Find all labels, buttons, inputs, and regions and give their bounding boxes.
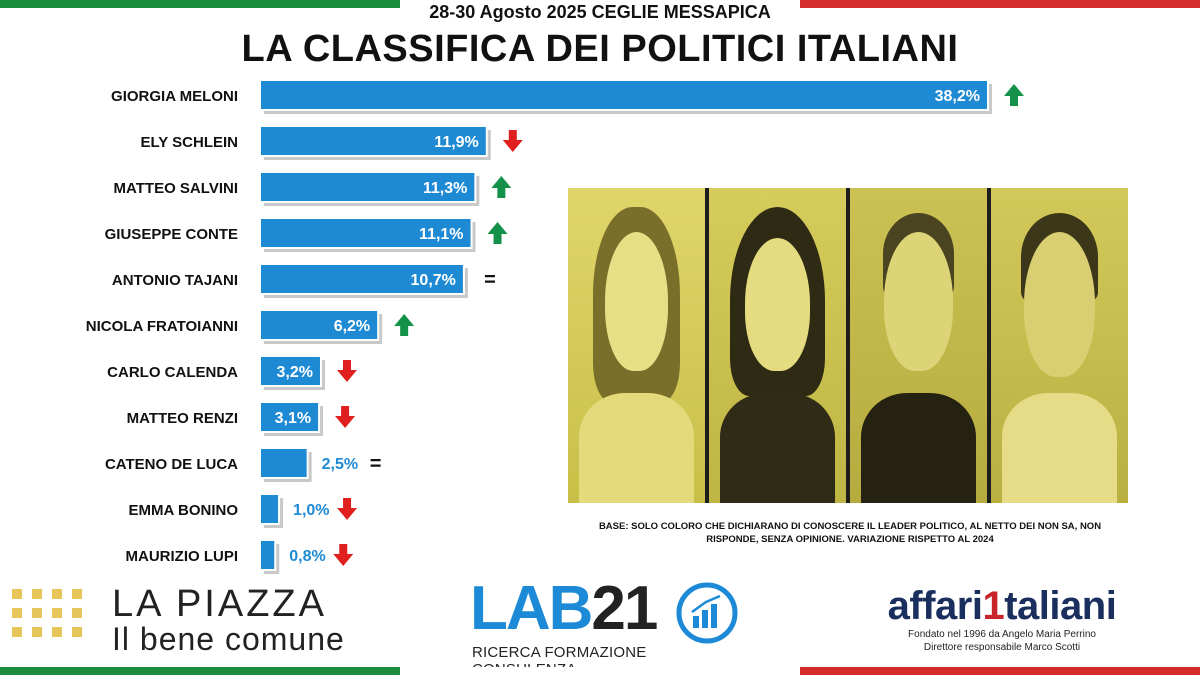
portrait-2 (709, 188, 846, 503)
la-piazza-logo: LA PIAZZA Il bene comune (12, 583, 402, 658)
value-label: 2,5% (322, 456, 358, 473)
down-arrow-icon (333, 544, 354, 566)
category-label: MAURIZIO LUPI (126, 548, 239, 565)
bar (259, 309, 380, 341)
down-arrow-icon (337, 498, 358, 520)
category-label: EMMA BONINO (129, 502, 239, 519)
bar (259, 171, 477, 203)
bar (259, 217, 473, 249)
up-arrow-icon (394, 314, 415, 336)
category-label: ELY SCHLEIN (140, 134, 238, 151)
la-piazza-subtitle: Il bene comune (112, 621, 345, 657)
bar (259, 401, 321, 433)
value-label: 38,2% (935, 88, 980, 105)
value-label: 10,7% (411, 272, 456, 289)
affari-part-a: affari (887, 584, 983, 628)
portrait-4 (991, 188, 1128, 503)
category-label: ANTONIO TAJANI (112, 272, 238, 289)
value-label: 11,1% (419, 226, 463, 243)
value-label: 3,1% (275, 410, 311, 427)
bar (259, 447, 309, 479)
lab-number: 21 (591, 574, 658, 643)
lab21-logo: LAB21 RICERCA FORMAZIONE CONSULENZA (470, 574, 750, 678)
bar (259, 493, 281, 525)
la-piazza-name: LA PIAZZA (112, 583, 327, 625)
value-label: 1,0% (293, 502, 329, 519)
down-arrow-icon (335, 406, 356, 428)
category-label: GIORGIA MELONI (111, 88, 238, 105)
bar (259, 79, 989, 111)
bar (259, 355, 322, 387)
equal-sign-icon: = (484, 269, 496, 291)
down-arrow-icon (502, 130, 523, 152)
bar (259, 539, 277, 571)
value-label: 3,2% (277, 364, 313, 381)
value-label: 6,2% (334, 318, 370, 335)
photo-panel (568, 188, 1128, 503)
category-label: CATENO DE LUCA (105, 456, 238, 473)
portrait-1 (568, 188, 705, 503)
up-arrow-icon (1004, 84, 1024, 106)
up-arrow-icon (487, 222, 508, 244)
bar (259, 263, 465, 295)
category-label: CARLO CALENDA (107, 364, 238, 381)
affaritaliani-logo: affari1taliani Fondato nel 1996 da Angel… (842, 584, 1162, 664)
affari-director: Direttore responsabile Marco Scotti (923, 642, 1081, 653)
dots-icon (12, 589, 82, 637)
portrait-3 (850, 188, 987, 503)
value-label: 0,8% (289, 548, 325, 565)
category-label: GIUSEPPE CONTE (105, 226, 238, 243)
affari-founder: Fondato nel 1996 da Angelo Maria Perrino (908, 629, 1096, 640)
value-label: 11,9% (434, 134, 478, 151)
lab-letters: LAB (470, 574, 593, 643)
affari-part-b: taliani (1004, 584, 1117, 628)
flag-strip-bottom (0, 667, 1200, 675)
bar-growth-icon (676, 582, 738, 644)
down-arrow-icon (336, 360, 357, 382)
equal-sign-icon: = (370, 453, 382, 475)
affari-one: 1 (982, 584, 1005, 628)
flag-strip-top (0, 0, 1200, 8)
category-label: MATTEO RENZI (127, 410, 238, 427)
category-label: MATTEO SALVINI (114, 180, 238, 197)
category-label: NICOLA FRATOIANNI (86, 318, 238, 335)
bar (259, 125, 488, 157)
bar-chart: GIORGIA MELONI 38,2% ELY SCHLEIN 11,9% MATTE… (86, 79, 1024, 574)
value-label: 11,3% (423, 180, 467, 197)
up-arrow-icon (491, 176, 512, 198)
event-line: 28-30 Agosto 2025 CEGLIE MESSAPICA (429, 2, 771, 22)
base-note: BASE: SOLO COLORO CHE DICHIARANO DI CONO… (598, 521, 1102, 545)
page-title: LA CLASSIFICA DEI POLITICI ITALIANI (241, 28, 959, 70)
